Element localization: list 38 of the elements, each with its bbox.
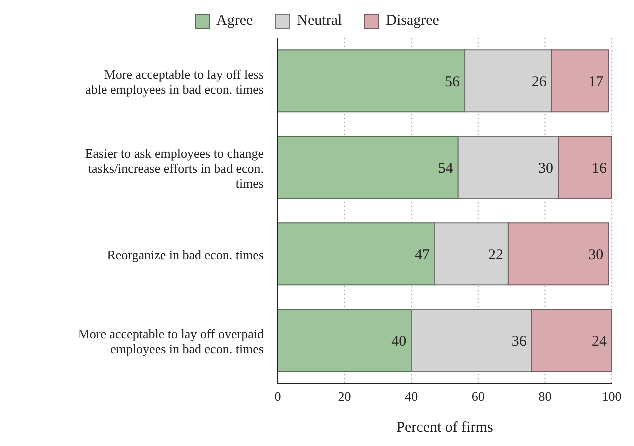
data-label: 26 — [532, 74, 548, 90]
x-tick-label: 100 — [602, 389, 622, 404]
y-tick-label: Easier to ask employees to change tasks/increase efforts in bad econ. times — [85, 145, 264, 190]
data-label: 47 — [414, 247, 430, 264]
bar — [458, 136, 560, 200]
y-tick-label: More acceptable to lay off overpaid employees in bad econ. times — [78, 326, 264, 356]
bar — [551, 50, 610, 113]
data-label: 30 — [538, 160, 554, 177]
bar — [278, 136, 459, 200]
data-label: 17 — [588, 74, 604, 90]
data-label: 36 — [512, 334, 528, 350]
bar — [278, 50, 466, 113]
data-label: 16 — [592, 160, 608, 177]
x-tick-label: 80 — [538, 389, 552, 404]
bar — [278, 309, 412, 372]
x-tick-label: 20 — [338, 389, 352, 404]
x-tick-label: 0 — [274, 389, 282, 404]
bar — [464, 50, 552, 113]
y-tick-label: Reorganize in bad econ. times — [107, 246, 264, 262]
legend-label: Agree — [216, 12, 254, 30]
bar — [278, 222, 436, 286]
legend-label: Neutral — [297, 12, 342, 30]
data-label: 24 — [592, 334, 608, 350]
bar — [508, 222, 610, 286]
x-tick-label: 60 — [472, 389, 485, 404]
data-label: 40 — [392, 334, 407, 350]
bar — [434, 222, 509, 286]
bar — [531, 309, 612, 372]
legend-label: Disagree — [386, 12, 440, 30]
x-tick-label: 40 — [405, 389, 418, 404]
y-tick-label: More acceptable to lay off less able employees in bad econ. times — [86, 66, 264, 96]
data-label: 54 — [438, 160, 454, 177]
bar — [558, 136, 612, 200]
x-axis-title: Percent of firms — [396, 420, 494, 436]
data-label: 22 — [488, 247, 504, 264]
data-label: 56 — [445, 74, 461, 90]
bar — [411, 309, 532, 372]
data-label: 30 — [588, 247, 604, 264]
